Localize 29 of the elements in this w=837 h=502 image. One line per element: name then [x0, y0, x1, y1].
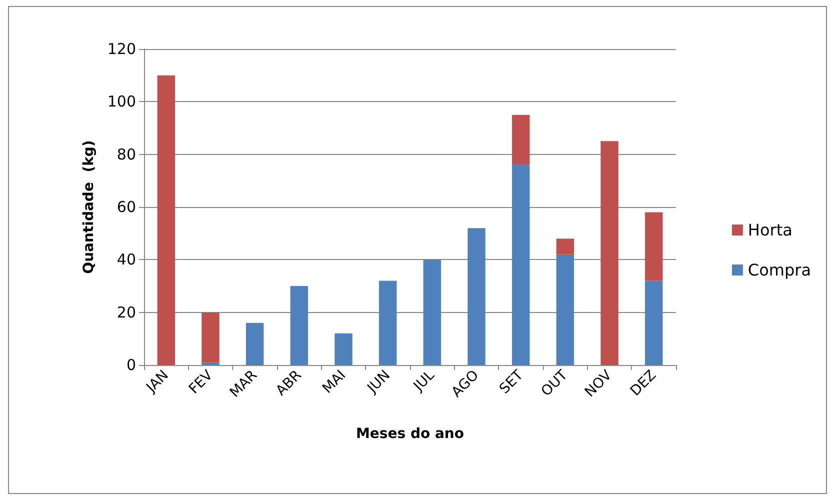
bar: [157, 75, 176, 365]
bar: [512, 114, 530, 165]
y-tick-label: 100: [107, 92, 136, 111]
bar: [246, 322, 264, 365]
bar: [600, 141, 618, 365]
x-axis-title: Meses do ano: [356, 426, 464, 442]
bar: [556, 254, 574, 365]
bar: [202, 362, 220, 365]
bar: [378, 280, 397, 365]
bar: [556, 238, 574, 254]
y-axis-title: Quantidade (kg): [81, 140, 97, 274]
bar: [644, 212, 663, 281]
bar: [468, 228, 486, 365]
bar: [644, 280, 663, 365]
legend-label: Horta: [748, 220, 792, 240]
legend-label: Compra: [748, 260, 812, 280]
bar: [290, 286, 308, 365]
bar: [423, 260, 442, 365]
y-tick-label: 60: [116, 198, 136, 216]
bar: [334, 333, 352, 365]
bar: [512, 164, 530, 365]
y-tick-label: 0: [126, 356, 136, 374]
y-tick-label: 120: [107, 40, 136, 58]
y-tick-label: 80: [116, 145, 136, 164]
bar: [202, 312, 220, 362]
y-tick-label: 40: [116, 250, 136, 269]
y-tick-label: 20: [116, 303, 136, 322]
x-tick-label: JUL: [410, 367, 438, 396]
x-tick-label: MAI: [320, 367, 350, 397]
